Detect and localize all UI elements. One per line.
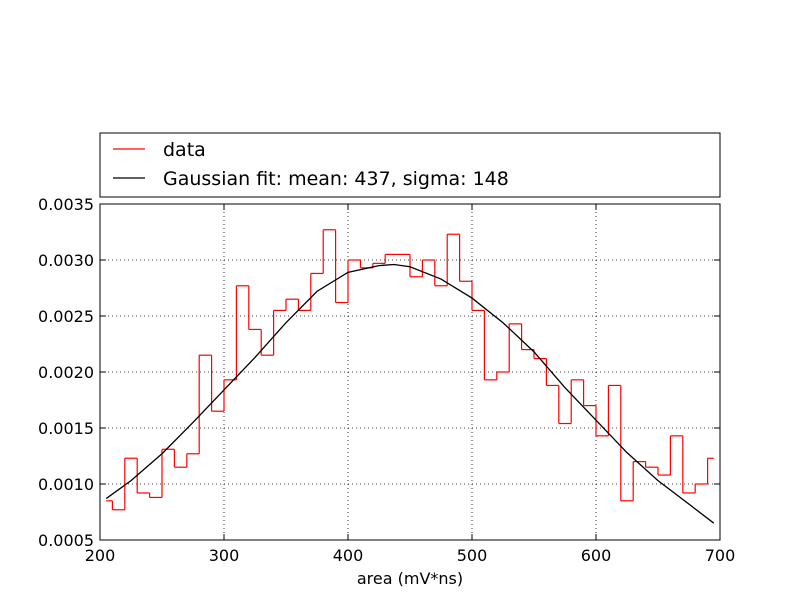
ticks: 200 300 400 500 600 700 0.0005 0.0010 0.0015 0.00… <box>38 195 735 565</box>
x-tick-label: 500 <box>457 546 488 565</box>
x-axis-label: area (mV*ns) <box>357 569 463 588</box>
legend-frame <box>99 132 721 198</box>
y-tick-label: 0.0020 <box>38 363 94 382</box>
grid <box>100 204 720 540</box>
x-tick-label: 700 <box>705 546 736 565</box>
y-tick-label: 0.0015 <box>38 419 94 438</box>
legend-label-data: data <box>163 139 206 161</box>
y-tick-label: 0.0030 <box>38 251 94 270</box>
series-gaussian-fit <box>105 263 715 524</box>
y-tick-label: 0.0005 <box>38 531 94 550</box>
y-tick-label: 0.0025 <box>38 307 94 326</box>
y-tick-label: 0.0010 <box>38 475 94 494</box>
legend-label-fit: Gaussian fit: mean: 437, sigma: 148 <box>163 168 509 190</box>
x-tick-label: 600 <box>581 546 612 565</box>
series-layer <box>105 229 715 524</box>
legend: data Gaussian fit: mean: 437, sigma: 148 <box>99 132 721 198</box>
y-tick-label: 0.0035 <box>38 195 94 214</box>
plot-area: 200 300 400 500 600 700 0.0005 0.0010 0.0015 0.00… <box>38 195 735 565</box>
x-tick-label: 400 <box>333 546 364 565</box>
series-data <box>106 229 714 511</box>
x-tick-label: 300 <box>209 546 240 565</box>
x-tick-label: 200 <box>85 546 116 565</box>
